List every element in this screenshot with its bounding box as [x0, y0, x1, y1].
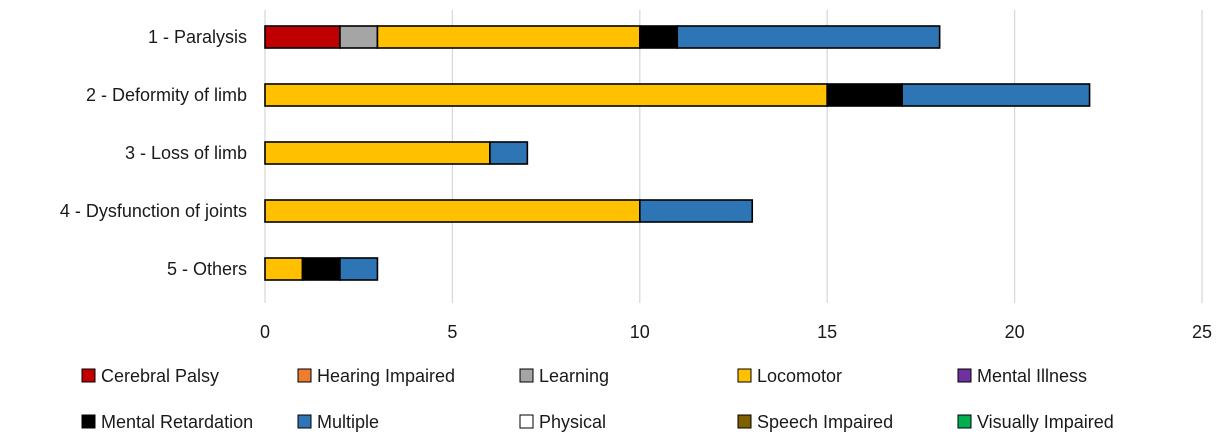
bar-segment — [264, 199, 641, 223]
category-label: 4 - Dysfunction of joints — [60, 201, 247, 221]
legend-item: Speech Impaired — [737, 412, 893, 432]
legend-swatch — [297, 368, 312, 383]
category-label: 1 - Paralysis — [148, 27, 247, 47]
legend-item: Locomotor — [737, 366, 842, 386]
legend-item: Learning — [519, 366, 609, 386]
legend-label: Multiple — [317, 412, 379, 432]
legend-label: Hearing Impaired — [317, 366, 455, 386]
bar-segment — [676, 25, 941, 49]
x-tick-label: 10 — [630, 322, 650, 342]
bar-segment — [264, 257, 304, 281]
x-tick-label: 0 — [260, 322, 270, 342]
legend-label: Mental Illness — [977, 366, 1087, 386]
legend-label: Physical — [539, 412, 606, 432]
legend-swatch — [297, 414, 312, 429]
category-labels: 1 - Paralysis 2 - Deformity of limb 3 - Lo… — [60, 27, 247, 279]
x-tick-label: 25 — [1192, 322, 1212, 342]
x-tick-label: 15 — [817, 322, 837, 342]
bar-segment — [638, 25, 679, 49]
bar-segment — [826, 83, 903, 107]
bar-segment — [638, 199, 754, 223]
legend-swatch — [81, 368, 96, 383]
category-label: 2 - Deformity of limb — [86, 85, 247, 105]
legend: Cerebral Palsy Hearing Impaired Learning Lo… — [81, 366, 1114, 432]
legend-swatch — [737, 414, 752, 429]
legend-item: Multiple — [297, 412, 379, 432]
gridlines — [264, 10, 1203, 303]
legend-item: Physical — [519, 412, 606, 432]
category-label: 3 - Loss of limb — [125, 143, 247, 163]
legend-label: Speech Impaired — [757, 412, 893, 432]
legend-label: Learning — [539, 366, 609, 386]
legend-swatch — [519, 414, 534, 429]
legend-item: Mental Retardation — [81, 412, 253, 432]
legend-swatch — [519, 368, 534, 383]
legend-item: Visually Impaired — [957, 412, 1114, 432]
bar-segment — [264, 83, 829, 107]
legend-item: Cerebral Palsy — [81, 366, 219, 386]
legend-swatch — [957, 368, 972, 383]
bar-segment — [901, 83, 1091, 107]
legend-swatch — [81, 414, 96, 429]
legend-label: Mental Retardation — [101, 412, 253, 432]
bar-segment — [376, 25, 641, 49]
x-tick-labels: 0 5 10 15 20 25 — [260, 322, 1212, 342]
bars — [264, 25, 1091, 281]
legend-label: Locomotor — [757, 366, 842, 386]
legend-swatch — [737, 368, 752, 383]
bar-segment — [339, 257, 379, 281]
bar-segment — [264, 25, 341, 49]
x-tick-label: 20 — [1005, 322, 1025, 342]
category-label: 5 - Others — [167, 259, 247, 279]
legend-label: Cerebral Palsy — [101, 366, 219, 386]
legend-label: Visually Impaired — [977, 412, 1114, 432]
x-tick-label: 5 — [447, 322, 457, 342]
bar-segment — [489, 141, 529, 165]
legend-item: Hearing Impaired — [297, 366, 455, 386]
bar-segment — [264, 141, 491, 165]
bar-segment — [301, 257, 341, 281]
legend-item: Mental Illness — [957, 366, 1087, 386]
bar-segment — [339, 25, 379, 49]
legend-swatch — [957, 414, 972, 429]
